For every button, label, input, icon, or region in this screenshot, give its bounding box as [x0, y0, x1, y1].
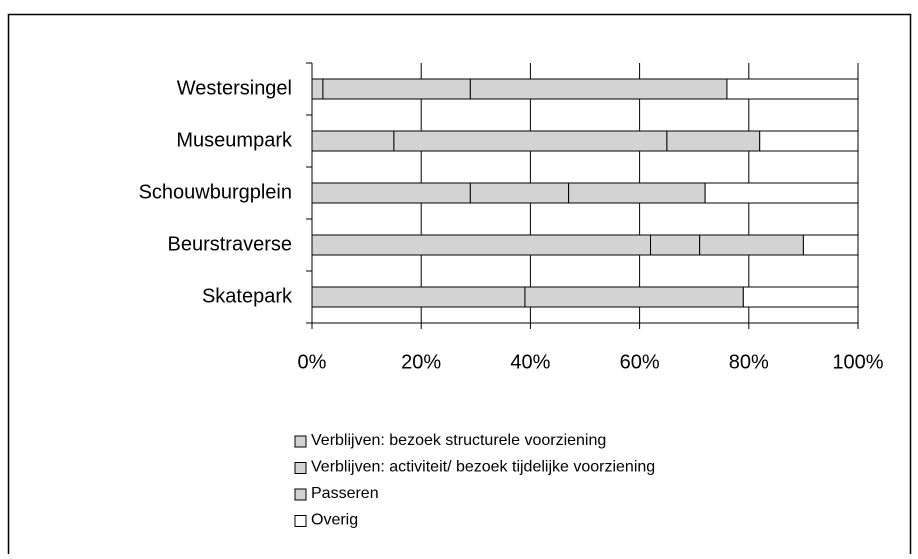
x-tick-label: 20%: [401, 351, 441, 373]
bar-segment: [568, 182, 706, 204]
x-tick-label: 60%: [620, 351, 660, 373]
legend-swatch: [294, 488, 307, 501]
bar-segment: [311, 130, 395, 152]
x-tick-label: 0%: [298, 351, 327, 373]
legend-swatch: [294, 435, 307, 448]
x-tick-label: 100%: [832, 351, 883, 373]
y-tick-label: Beurstraverse: [168, 233, 293, 255]
bar-segment: [311, 234, 652, 256]
bar-segment: [666, 130, 761, 152]
bar-segment: [704, 182, 859, 204]
legend-label: Overig: [311, 512, 358, 529]
x-tick-label: 40%: [510, 351, 550, 373]
legend-label: Verblijven: activiteit/ bezoek tijdelijk…: [311, 459, 655, 476]
y-tick-label: Skatepark: [202, 285, 293, 307]
bar-segment: [524, 286, 744, 308]
bar-segment: [650, 234, 701, 256]
bar-segment: [322, 78, 471, 100]
y-tick-label: Museumpark: [176, 129, 293, 151]
legend-swatch: [294, 462, 307, 474]
bar-segment: [311, 182, 471, 204]
bar-segment: [311, 78, 324, 100]
bar-segment: [469, 78, 728, 100]
bar-segment: [699, 234, 804, 256]
bar-segment: [311, 286, 526, 308]
legend-label: Verblijven: bezoek structurele voorzieni…: [311, 432, 606, 449]
bar-segment: [726, 78, 859, 100]
bar-segment: [393, 130, 668, 152]
bar-segment: [802, 234, 859, 256]
legend-swatch: [294, 515, 307, 527]
bar-segment: [469, 182, 570, 204]
y-tick-label: Schouwburgplein: [139, 181, 292, 203]
bar-segment: [742, 286, 859, 308]
x-tick-label: 80%: [729, 351, 769, 373]
legend-label: Passeren: [311, 485, 379, 502]
y-tick-label: Westersingel: [177, 77, 292, 99]
bar-segment: [759, 130, 859, 152]
